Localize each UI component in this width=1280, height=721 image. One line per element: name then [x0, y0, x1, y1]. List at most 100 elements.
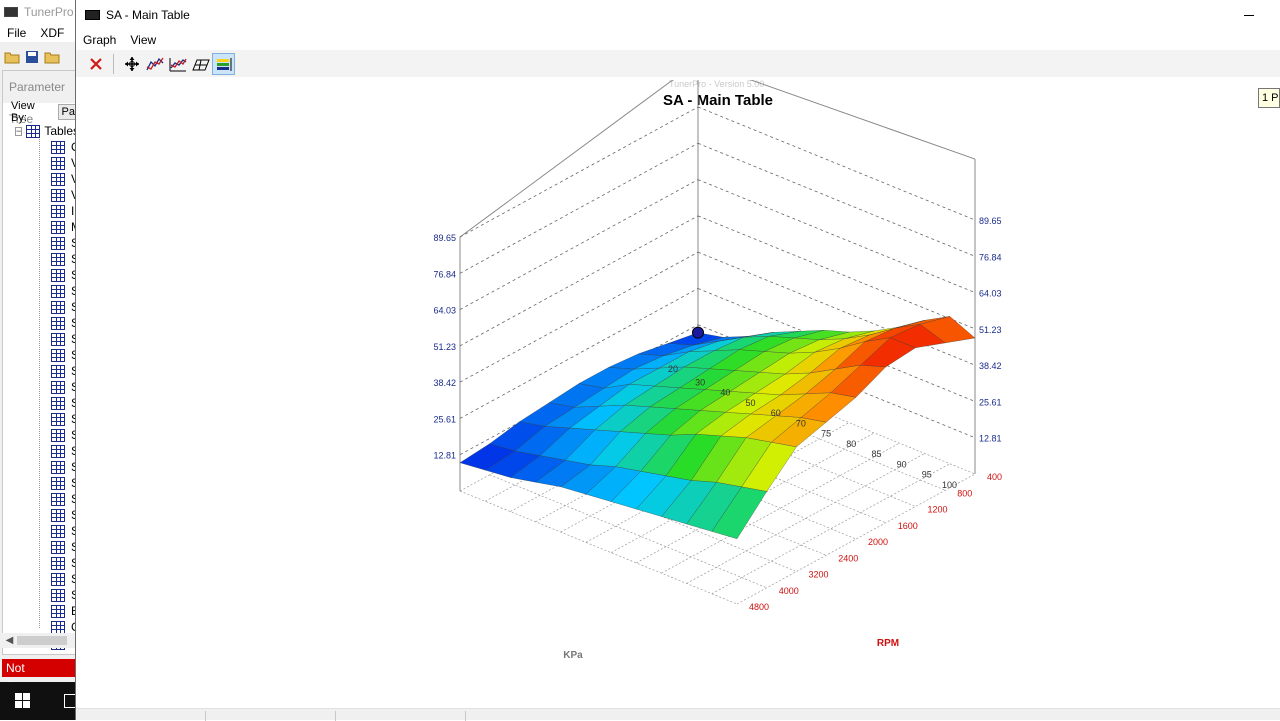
- view-by-select[interactable]: Pa: [57, 104, 79, 120]
- tree-item[interactable]: S: [3, 587, 79, 603]
- tree-item[interactable]: S: [3, 315, 79, 331]
- kpa-tick-label: 90: [897, 459, 907, 469]
- tree-item[interactable]: S: [3, 235, 79, 251]
- wireframe-button[interactable]: [189, 53, 212, 75]
- kpa-axis-title: KPa: [563, 650, 583, 661]
- kpa-tick-label: 30: [695, 377, 705, 387]
- surface-chart[interactable]: SA - Main Table 12.81 12.81 25.61 25.61 38.4…: [76, 80, 1280, 708]
- tree-item[interactable]: B: [3, 603, 79, 619]
- tree-item[interactable]: S: [3, 363, 79, 379]
- table-icon: [51, 284, 65, 298]
- tree-item[interactable]: I: [3, 203, 79, 219]
- color-bar-icon: [216, 57, 231, 71]
- table-icon: [26, 124, 41, 138]
- z-axis-labels: 12.81 12.81 25.61 25.61 38.42 38.42 51.23 51.23…: [433, 216, 1001, 461]
- chart-surface: [459, 316, 976, 540]
- tree-item[interactable]: S: [3, 427, 79, 443]
- open-folder-icon[interactable]: [4, 49, 20, 65]
- tree-item[interactable]: S: [3, 395, 79, 411]
- rpm-axis-title: RPM: [877, 638, 899, 649]
- tree-connector-line: [39, 139, 40, 629]
- scroll-left-icon[interactable]: ◀: [5, 635, 14, 646]
- menu-file[interactable]: File: [7, 26, 27, 40]
- pan-button[interactable]: [120, 53, 143, 75]
- tree-item[interactable]: S: [3, 539, 79, 555]
- graph-toolbar: [76, 50, 1280, 77]
- z-tick-label-left: 51.23: [433, 342, 456, 352]
- tree-item[interactable]: S: [3, 571, 79, 587]
- tree-item[interactable]: S: [3, 507, 79, 523]
- tree-item[interactable]: S: [3, 491, 79, 507]
- graph-window-title: SA - Main Table: [106, 8, 190, 22]
- table-icon: [51, 476, 65, 490]
- main-app-menubar: File XDF: [0, 24, 80, 42]
- scroll-thumb[interactable]: [17, 636, 67, 645]
- tree-item[interactable]: S: [3, 299, 79, 315]
- rpm-tick-label: 800: [957, 488, 972, 498]
- tree-item[interactable]: M: [3, 219, 81, 235]
- emulation-status: Not Emulating: [2, 659, 80, 693]
- menu-graph[interactable]: Graph: [83, 33, 117, 47]
- tree-horizontal-scrollbar[interactable]: ◀: [2, 633, 80, 648]
- z-tick-label-right: 38.42: [979, 361, 1002, 371]
- surface-graph-button[interactable]: [166, 53, 189, 75]
- wireframe-icon: [191, 59, 210, 70]
- table-icon: [51, 252, 65, 266]
- table-icon: [51, 140, 65, 154]
- tree-item[interactable]: S: [3, 267, 79, 283]
- tree-item[interactable]: S: [3, 331, 79, 347]
- line-graph-button[interactable]: [143, 53, 166, 75]
- tree-item[interactable]: V: [3, 171, 79, 187]
- table-icon: [51, 316, 65, 330]
- graph-window-titlebar: SA - Main Table: [76, 0, 1280, 30]
- tree-root-tables[interactable]: − Tables: [3, 123, 79, 139]
- table-icon: [51, 172, 65, 186]
- rpm-tick-label: 2000: [868, 537, 888, 547]
- tree-item[interactable]: S: [3, 283, 79, 299]
- tree-item[interactable]: S: [3, 443, 79, 459]
- status-divider: [335, 711, 336, 721]
- surface-graph-icon: [169, 57, 187, 71]
- windows-start-icon[interactable]: [15, 693, 31, 709]
- graph-window: SA - Main Table Graph View: [75, 0, 1280, 721]
- tree-item-label: I: [71, 204, 75, 218]
- tree-item[interactable]: V: [3, 187, 79, 203]
- rpm-tick-label: 4800: [749, 602, 769, 612]
- minimize-button[interactable]: [1242, 8, 1256, 22]
- rpm-axis-labels: 400 800 1200 1600 2000 2400 3200 4000 4800: [749, 472, 1002, 612]
- color-bar-button[interactable]: [212, 52, 235, 75]
- status-divider: [465, 711, 466, 721]
- tree-item[interactable]: S: [3, 475, 79, 491]
- menu-view[interactable]: View: [130, 33, 157, 47]
- z-tick-label-right: 76.84: [979, 252, 1002, 262]
- tree-item[interactable]: O: [3, 139, 80, 155]
- table-icon: [51, 204, 65, 218]
- tree-item[interactable]: S: [3, 411, 79, 427]
- close-graph-button[interactable]: [84, 53, 107, 75]
- line-graph-icon: [145, 57, 164, 70]
- z-tick-label-left: 25.61: [433, 414, 456, 424]
- table-icon: [51, 188, 65, 202]
- tree-item[interactable]: S: [3, 379, 79, 395]
- collapse-icon[interactable]: −: [15, 125, 23, 136]
- rpm-tick-label: 2400: [838, 553, 858, 563]
- table-icon: [51, 460, 65, 474]
- selected-point-marker[interactable]: [692, 326, 704, 339]
- table-icon: [51, 236, 65, 250]
- tree-item[interactable]: V: [3, 155, 79, 171]
- open-file-icon[interactable]: [44, 49, 60, 65]
- kpa-tick-label: 20: [668, 364, 678, 374]
- app-icon: [85, 10, 100, 20]
- toolbar-separator: [113, 53, 114, 74]
- table-icon: [51, 396, 65, 410]
- tree-item[interactable]: S: [3, 347, 79, 363]
- tree-item[interactable]: S: [3, 459, 79, 475]
- table-icon: [51, 412, 65, 426]
- table-icon: [51, 300, 65, 314]
- version-watermark: TunerPro - Version 5.00: [669, 79, 765, 89]
- tree-item[interactable]: S: [3, 523, 79, 539]
- save-icon[interactable]: [24, 49, 40, 65]
- menu-xdf[interactable]: XDF: [40, 26, 65, 40]
- tree-item[interactable]: S: [3, 251, 79, 267]
- tree-item[interactable]: S: [3, 555, 79, 571]
